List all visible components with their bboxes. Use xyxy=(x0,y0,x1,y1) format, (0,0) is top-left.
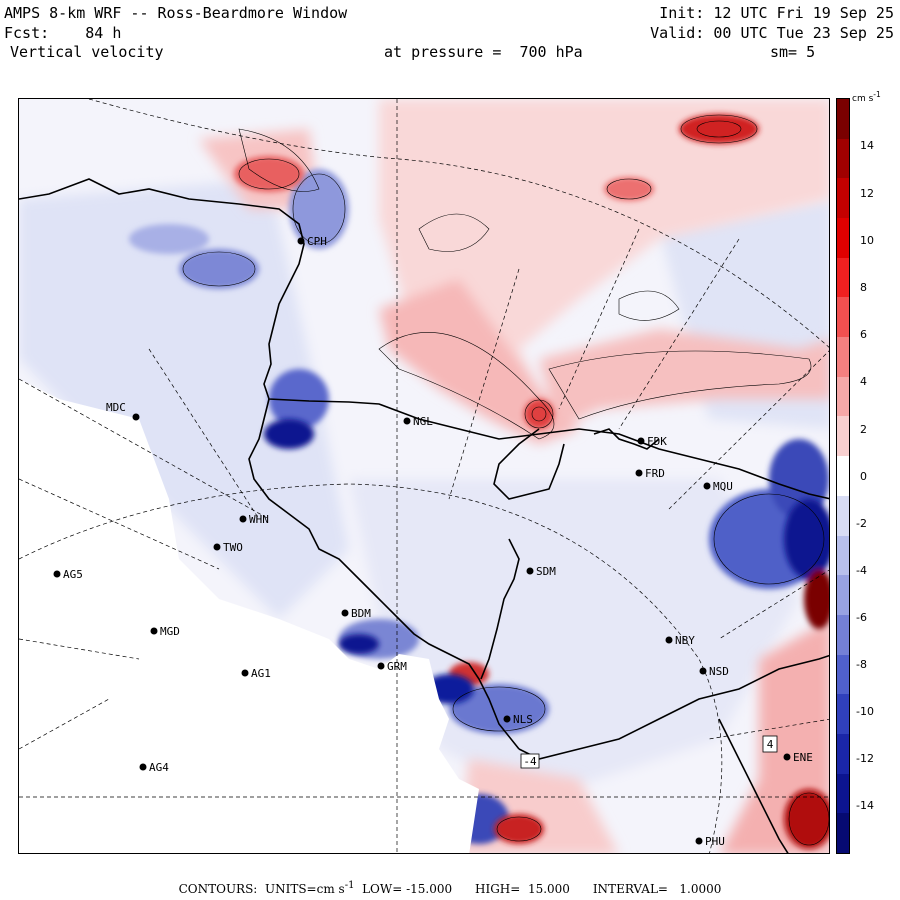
station-label: WHN xyxy=(249,513,269,526)
station-label: ENE xyxy=(793,751,813,764)
station-label: GRM xyxy=(387,660,407,673)
station-dot xyxy=(139,763,147,771)
station-dot xyxy=(53,570,61,578)
station-dot xyxy=(695,837,703,845)
coastline xyxy=(19,178,829,853)
colorbar-segment xyxy=(837,416,849,457)
station-dot xyxy=(503,715,511,723)
station-dot xyxy=(241,669,249,677)
colorbar-segment xyxy=(837,614,849,656)
station-dot xyxy=(341,609,349,617)
station-label: MQU xyxy=(713,480,733,493)
colorbar-tick-label: -8 xyxy=(856,658,867,671)
colorbar-segment xyxy=(837,376,849,417)
colorbar-segment xyxy=(837,138,849,179)
colorbar-tick-label: 6 xyxy=(860,328,867,341)
colorbar-tick-label: -6 xyxy=(856,611,867,624)
field-name: Vertical velocity xyxy=(10,43,164,61)
colorbar-units: cm s-1 xyxy=(852,90,881,104)
station-dot xyxy=(637,437,645,445)
colorbar-segment xyxy=(837,337,849,378)
station-dot xyxy=(699,667,707,675)
colorbar-segment xyxy=(837,813,849,854)
colorbar-segment xyxy=(837,733,849,775)
ascent-cells xyxy=(234,114,829,849)
colorbar-tick-label: -2 xyxy=(856,517,867,530)
colorbar-segment xyxy=(837,218,849,259)
station-dot xyxy=(403,417,411,425)
colorbar-segment xyxy=(837,575,849,616)
contour-label: -4 xyxy=(523,755,537,768)
contour-lines xyxy=(182,114,829,846)
colorbar-segment xyxy=(837,694,849,735)
station-label: BDM xyxy=(351,607,371,620)
station-dot xyxy=(213,543,221,551)
colorbar-segment xyxy=(837,535,849,576)
station-label: NSD xyxy=(709,665,729,678)
station-dot xyxy=(297,237,305,245)
colorbar-tick-label: -10 xyxy=(856,705,874,718)
colorbar xyxy=(836,98,850,854)
station-dot xyxy=(665,636,673,644)
station-dot xyxy=(150,627,158,635)
colorbar-segment xyxy=(837,495,849,536)
station-dot xyxy=(526,567,534,575)
station-label: FRD xyxy=(645,467,665,480)
colorbar-tick-label: 8 xyxy=(860,281,867,294)
station-label: AG4 xyxy=(149,761,169,774)
colorbar-segment xyxy=(837,654,849,695)
colorbar-segment xyxy=(837,257,849,298)
contour-label-boxes: -4 4 xyxy=(520,735,778,769)
station-label: PHU xyxy=(705,835,725,848)
contour-info: CONTOURS: UNITS=cm s-1 LOW= -15.000 HIGH… xyxy=(178,880,722,896)
colorbar-segment xyxy=(837,456,849,497)
map-title: AMPS 8-km WRF -- Ross-Beardmore Window xyxy=(4,4,348,22)
colorbar-segment xyxy=(837,773,849,814)
colorbar-tick-label: 0 xyxy=(860,470,867,483)
colorbar-segment xyxy=(837,297,849,338)
init-time: Init: 12 UTC Fri 19 Sep 25 xyxy=(659,4,894,22)
station-markers: CPH MDC NGL FDK FRD MQU WHN TWO AG5 SDM BDM MGD NBY G… xyxy=(53,235,813,848)
colorbar-tick-label: -14 xyxy=(856,799,874,812)
station-label: CPH xyxy=(307,235,327,248)
valid-time: Valid: 00 UTC Tue 23 Sep 25 xyxy=(650,24,894,42)
station-label: AG1 xyxy=(251,667,271,680)
smoothing-value: sm= 5 xyxy=(770,43,816,61)
colorbar-segment xyxy=(837,178,849,219)
station-dot xyxy=(635,469,643,477)
colorbar-tick-label: 2 xyxy=(860,423,867,436)
colorbar-tick-label: 12 xyxy=(860,187,874,200)
station-label: NLS xyxy=(513,713,533,726)
station-label: TWO xyxy=(223,541,243,554)
colorbar-segment xyxy=(837,99,849,140)
station-dot xyxy=(783,753,791,761)
graticule xyxy=(19,99,829,853)
station-label: FDK xyxy=(647,435,667,448)
pressure-level: at pressure = 700 hPa xyxy=(384,43,583,61)
station-label: SDM xyxy=(536,565,556,578)
no-data-region xyxy=(19,379,479,853)
station-dot xyxy=(132,413,140,421)
colorbar-tick-label: -4 xyxy=(856,564,867,577)
contour-label: 4 xyxy=(767,738,774,751)
colorbar-tick-label: -12 xyxy=(856,752,874,765)
station-label: NGL xyxy=(413,415,433,428)
station-label: NBY xyxy=(675,634,695,647)
station-dot xyxy=(703,482,711,490)
colorbar-tick-label: 4 xyxy=(860,375,867,388)
station-dot xyxy=(377,662,385,670)
station-dot xyxy=(239,515,247,523)
vertical-velocity-map: -4 4 CPH MDC NGL FDK FRD MQU WHN TWO AG5 SDM BDM MG… xyxy=(18,98,830,854)
forecast-hour: Fcst: 84 h xyxy=(4,24,122,42)
station-label: AG5 xyxy=(63,568,83,581)
colorbar-tick-label: 10 xyxy=(860,234,874,247)
station-label: MGD xyxy=(160,625,180,638)
colorbar-tick-label: 14 xyxy=(860,139,874,152)
station-label: MDC xyxy=(106,401,126,414)
